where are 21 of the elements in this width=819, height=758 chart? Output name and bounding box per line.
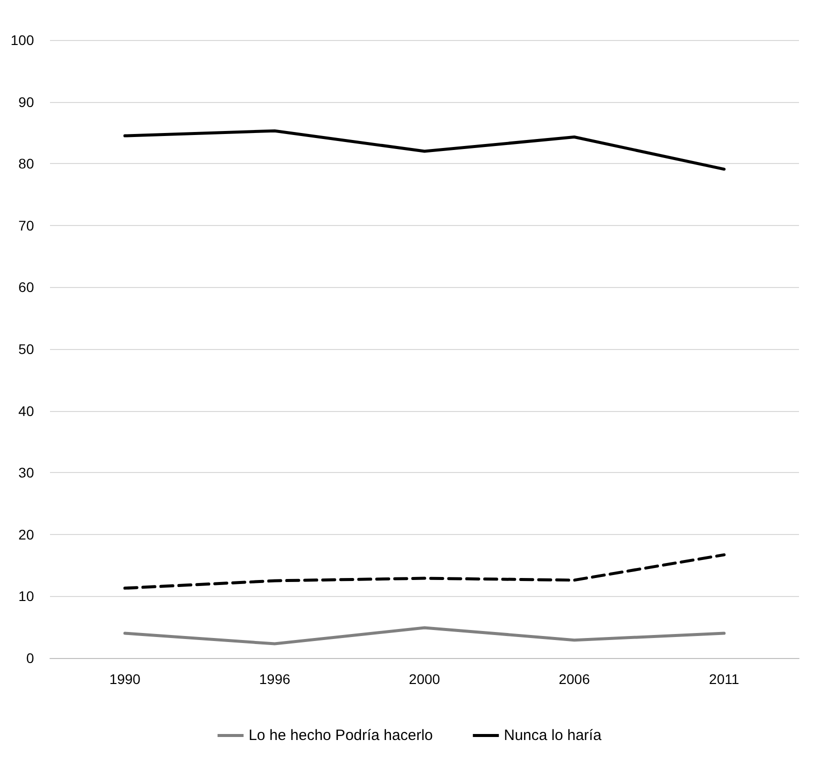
- x-tick-label: 1996: [259, 671, 290, 687]
- y-tick-label: 0: [26, 650, 34, 666]
- y-tick-label: 40: [18, 402, 34, 419]
- legend-label: Nunca lo haría: [504, 727, 602, 744]
- y-tick-label: 80: [18, 156, 34, 172]
- y-tick-label: 100: [10, 32, 34, 48]
- line-series: [123, 626, 726, 646]
- x-tick-label: 2000: [408, 671, 440, 687]
- y-tick-label: 90: [18, 94, 34, 110]
- y-tick-label: 20: [18, 526, 34, 542]
- legend-label: Lo he hecho Podría hacerlo: [248, 727, 433, 744]
- line-series: [123, 129, 726, 171]
- line-series: [123, 553, 726, 590]
- y-tick-label: 60: [18, 279, 34, 296]
- y-tick-label: 50: [18, 341, 34, 357]
- y-tick-label: 30: [18, 464, 34, 481]
- x-tick-label: 2006: [558, 671, 590, 687]
- x-tick-label: 2011: [709, 671, 740, 687]
- y-tick-label: 70: [18, 217, 34, 234]
- x-tick-label: 1990: [109, 671, 141, 687]
- y-tick-label: 10: [18, 588, 34, 604]
